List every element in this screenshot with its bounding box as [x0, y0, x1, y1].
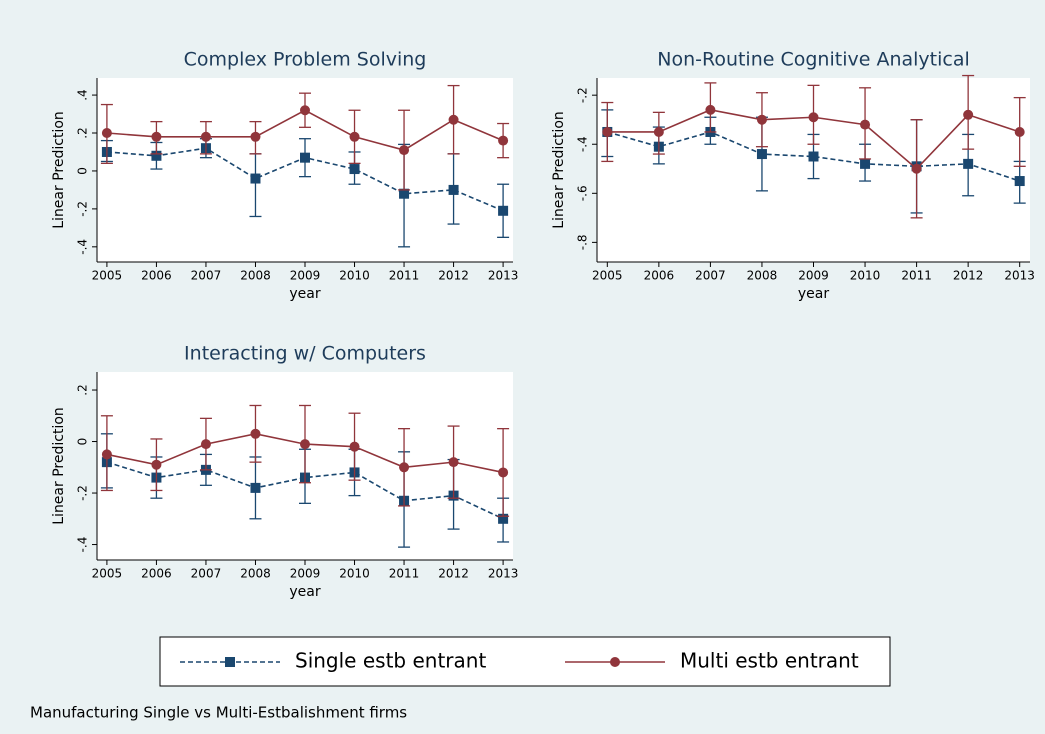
legend-marker [610, 657, 620, 667]
marker [151, 459, 162, 470]
marker [602, 126, 613, 137]
marker [250, 173, 261, 184]
x-tick-label: 2006 [141, 269, 172, 283]
legend-label: Multi estb entrant [680, 649, 859, 673]
marker [200, 439, 211, 450]
legend-box [159, 636, 891, 687]
marker [448, 114, 459, 125]
panel-title: Non-Routine Cognitive Analytical [657, 49, 970, 71]
x-tick-label: 2007 [191, 269, 222, 283]
x-tick-label: 2011 [389, 567, 420, 581]
x-tick-label: 2010 [339, 567, 370, 581]
marker [498, 513, 509, 524]
y-axis-label: Linear Prediction [51, 407, 67, 525]
marker [349, 131, 360, 142]
marker [756, 149, 767, 160]
x-tick-label: 2013 [488, 567, 519, 581]
x-tick-label: 2005 [592, 269, 623, 283]
y-tick-label: 0 [76, 167, 90, 175]
x-tick-label: 2006 [141, 567, 172, 581]
marker [399, 188, 410, 199]
x-axis-label: year [798, 286, 829, 302]
series-line [607, 131, 1020, 182]
marker [349, 164, 360, 175]
y-tick-label: -.4 [76, 239, 90, 255]
panel-title: Interacting w/ Computers [184, 343, 426, 365]
series-line [106, 461, 504, 520]
marker [498, 205, 509, 216]
y-tick-label: .2 [76, 127, 90, 138]
marker [808, 151, 819, 162]
note: Manufacturing Single vs Multi-Estbalishm… [30, 704, 407, 722]
marker [653, 126, 664, 137]
y-tick-label: -.4 [76, 537, 90, 553]
y-tick-label: -.6 [576, 185, 590, 201]
x-tick-label: 2009 [798, 269, 829, 283]
y-axis-label: Linear Prediction [551, 111, 567, 229]
x-tick-label: 2008 [240, 269, 271, 283]
y-tick-label: -.2 [76, 485, 90, 501]
marker [151, 150, 162, 161]
x-tick-label: 2012 [438, 269, 469, 283]
y-tick-label: .2 [76, 384, 90, 395]
y-tick-label: 0 [76, 438, 90, 446]
marker [250, 482, 261, 493]
marker [300, 439, 310, 450]
x-axis-label: year [289, 286, 320, 302]
marker [860, 119, 871, 130]
x-tick-label: 2013 [1004, 269, 1035, 283]
x-tick-label: 2009 [290, 567, 321, 581]
x-tick-label: 2005 [92, 567, 123, 581]
legend-marker [225, 657, 235, 667]
marker [200, 131, 211, 142]
legend-label: Single estb entrant [295, 649, 486, 673]
marker [963, 109, 974, 120]
x-tick-label: 2005 [92, 269, 123, 283]
marker [300, 152, 310, 163]
panel-title: Complex Problem Solving [184, 49, 427, 71]
marker [963, 158, 974, 169]
y-tick-label: -.8 [576, 234, 590, 250]
x-tick-label: 2012 [953, 269, 984, 283]
x-tick-label: 2008 [747, 269, 778, 283]
marker [911, 163, 922, 174]
marker [101, 128, 112, 139]
marker [1014, 176, 1025, 187]
x-tick-label: 2010 [339, 269, 370, 283]
x-tick-label: 2011 [389, 269, 420, 283]
marker [756, 114, 767, 125]
marker [101, 449, 112, 460]
marker [705, 104, 716, 115]
marker [300, 105, 310, 116]
y-tick-label: -.4 [576, 136, 590, 152]
x-tick-label: 2010 [850, 269, 881, 283]
marker [498, 467, 509, 478]
marker [498, 135, 509, 146]
x-axis-label: year [289, 584, 320, 600]
y-tick-label: -.2 [576, 87, 590, 103]
marker [448, 457, 459, 468]
y-axis-label: Linear Prediction [51, 111, 67, 229]
marker [448, 184, 459, 195]
x-tick-label: 2008 [240, 567, 271, 581]
marker [250, 428, 261, 439]
marker [151, 131, 162, 142]
x-tick-label: 2007 [695, 269, 726, 283]
marker [1014, 126, 1025, 137]
x-tick-label: 2007 [191, 567, 222, 581]
marker [808, 112, 819, 123]
marker [250, 131, 261, 142]
x-tick-label: 2012 [438, 567, 469, 581]
x-tick-label: 2009 [290, 269, 321, 283]
marker [399, 145, 410, 156]
marker [349, 441, 360, 452]
x-tick-label: 2013 [488, 269, 519, 283]
marker [399, 462, 410, 473]
x-tick-label: 2006 [644, 269, 675, 283]
y-tick-label: .4 [76, 89, 90, 100]
marker [860, 158, 871, 169]
x-tick-label: 2011 [901, 269, 932, 283]
y-tick-label: -.2 [76, 201, 90, 217]
